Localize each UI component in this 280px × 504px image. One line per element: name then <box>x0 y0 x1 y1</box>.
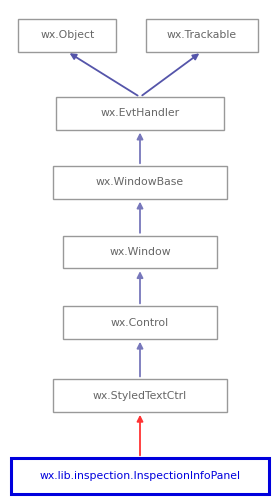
Text: wx.lib.inspection.InspectionInfoPanel: wx.lib.inspection.InspectionInfoPanel <box>39 471 241 481</box>
FancyBboxPatch shape <box>11 458 269 494</box>
Text: wx.Control: wx.Control <box>111 318 169 328</box>
FancyBboxPatch shape <box>146 19 258 52</box>
Text: wx.Object: wx.Object <box>40 30 94 40</box>
FancyBboxPatch shape <box>53 166 227 199</box>
FancyBboxPatch shape <box>18 19 116 52</box>
Text: wx.StyledTextCtrl: wx.StyledTextCtrl <box>93 391 187 401</box>
Text: wx.Trackable: wx.Trackable <box>167 30 237 40</box>
FancyBboxPatch shape <box>63 236 217 268</box>
Text: wx.Window: wx.Window <box>109 247 171 257</box>
FancyBboxPatch shape <box>56 97 224 130</box>
FancyBboxPatch shape <box>63 306 217 339</box>
FancyBboxPatch shape <box>53 380 227 412</box>
Text: wx.EvtHandler: wx.EvtHandler <box>101 108 179 118</box>
Text: wx.WindowBase: wx.WindowBase <box>96 177 184 187</box>
